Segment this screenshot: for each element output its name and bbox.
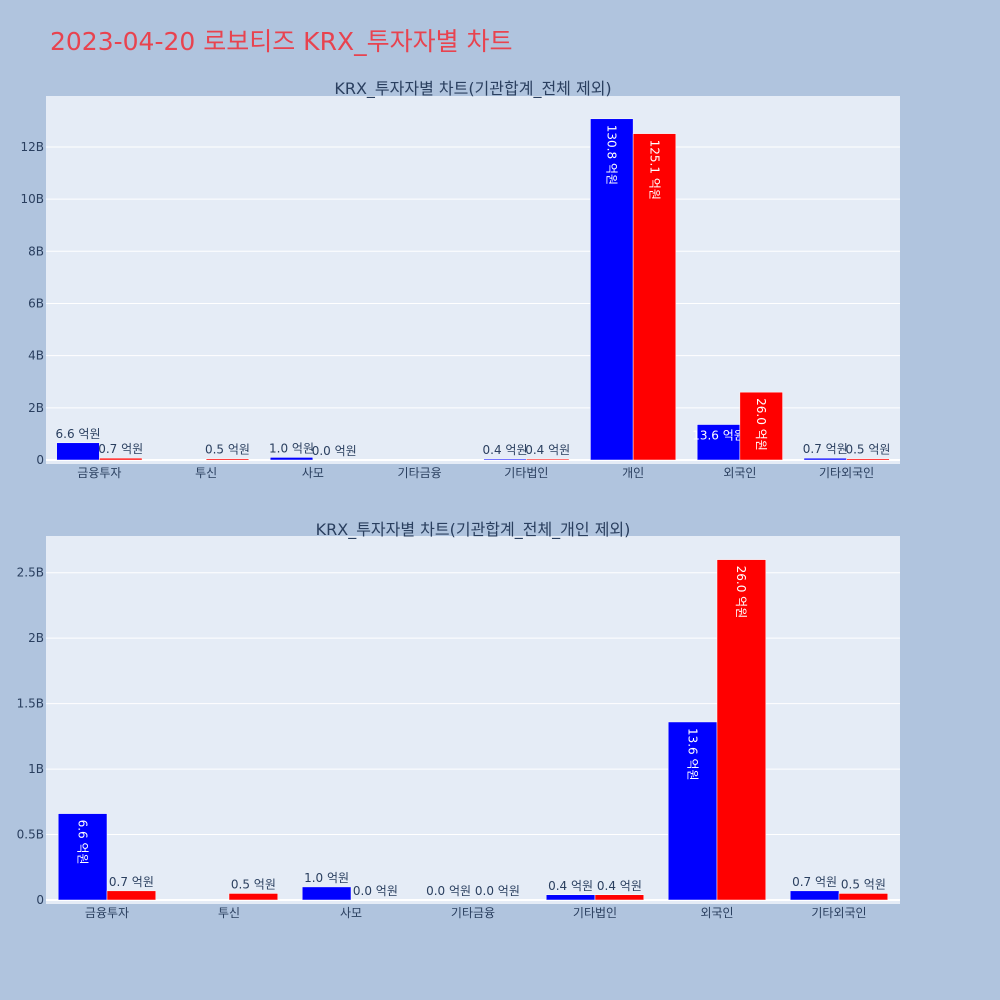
data-label: 0.7 억원	[109, 875, 154, 889]
x-tick-label: 투신	[195, 466, 217, 480]
data-label: 0.0 억원	[426, 884, 471, 898]
data-label: 0.5 억원	[231, 877, 276, 891]
data-label: 6.6 억원	[75, 820, 89, 865]
y-tick-label: 2B	[28, 631, 44, 645]
chart-title: KRX_투자자별 차트(기관합계_전체 제외)	[334, 79, 611, 99]
data-label: 130.8 억원	[605, 125, 619, 185]
sell-bar-외국인	[716, 559, 767, 901]
page-title: 2023-04-20 로보티즈 KRX_투자자별 차트	[50, 27, 513, 56]
data-label: 0.4 억원	[597, 879, 642, 893]
data-label: 0.7 억원	[98, 442, 143, 456]
y-tick-label: 8B	[28, 244, 44, 258]
data-label: 0.7 억원	[792, 875, 837, 889]
y-tick-label: 6B	[28, 296, 44, 310]
sell-bar-개인	[632, 133, 677, 461]
sell-bar-기타법인	[526, 458, 570, 461]
data-label: 13.6 억원	[692, 429, 745, 443]
buy-bar-사모	[269, 457, 314, 461]
data-label: 125.1 억원	[647, 140, 661, 200]
x-tick-label: 금융투자	[85, 906, 129, 920]
sell-bar-기타외국인	[846, 458, 890, 461]
buy-bar-사모	[301, 886, 352, 901]
data-label: 26.0 억원	[754, 398, 768, 451]
data-label: 0.0 억원	[475, 884, 520, 898]
sell-bar-투신	[205, 458, 250, 461]
x-tick-label: 외국인	[723, 466, 756, 480]
y-tick-label: 0	[36, 453, 44, 467]
buy-bar-외국인	[696, 424, 741, 461]
x-tick-label: 기타외국인	[819, 466, 874, 480]
sell-bar-금융투자	[106, 890, 157, 901]
buy-bar-기타외국인	[803, 457, 847, 461]
data-label: 6.6 억원	[56, 427, 101, 441]
x-tick-label: 외국인	[700, 906, 733, 920]
y-tick-label: 2B	[28, 401, 44, 415]
buy-bar-기타법인	[483, 458, 527, 461]
y-tick-label: 12B	[20, 140, 44, 154]
sell-bar-외국인	[739, 391, 783, 461]
data-label: 1.0 억원	[304, 871, 349, 885]
y-tick-label: 1B	[28, 762, 44, 776]
data-label: 0.5 억원	[845, 443, 890, 457]
x-tick-label: 금융투자	[77, 466, 121, 480]
plot-area	[46, 536, 900, 904]
data-label: 0.4 억원	[548, 879, 593, 893]
y-tick-label: 0	[36, 893, 44, 907]
x-tick-label: 기타법인	[504, 466, 548, 480]
y-tick-label: 1.5B	[17, 697, 44, 711]
x-tick-label: 투신	[218, 906, 240, 920]
data-label: 0.4 억원	[483, 443, 528, 457]
data-label: 0.7 억원	[803, 442, 848, 456]
x-tick-label: 기타금융	[451, 906, 495, 920]
data-label: 0.0 억원	[353, 884, 398, 898]
chart-2: 0 0.5B 1B 1.5B 2B 2.5B KRX_투자자별 차트(기관합계_전체_개인 …	[17, 520, 900, 920]
x-tick-label: 개인	[622, 466, 644, 480]
x-tick-label: 기타금융	[398, 466, 442, 480]
data-label: 0.0 억원	[312, 444, 357, 458]
x-tick-label: 사모	[302, 466, 324, 480]
buy-bar-기타외국인	[789, 890, 840, 901]
buy-bar-개인	[590, 118, 634, 461]
x-tick-label: 기타법인	[573, 906, 617, 920]
buy-bar-외국인	[667, 721, 718, 901]
chart-1: 0 2B 4B 6B 8B 10B 12B KRX_투자자별 차트(기관합계_전체 제외) 금융…	[20, 79, 900, 480]
y-tick-label: 2.5B	[17, 566, 44, 580]
buy-bar-금융투자	[56, 442, 100, 461]
data-label: 0.4 억원	[525, 443, 570, 457]
data-label: 0.5 억원	[841, 877, 886, 891]
buy-bar-기타법인	[545, 894, 596, 901]
sell-bar-기타외국인	[838, 893, 889, 901]
y-tick-label: 4B	[28, 349, 44, 363]
y-tick-label: 0.5B	[17, 828, 44, 842]
sell-bar-금융투자	[99, 457, 143, 461]
data-label: 26.0 억원	[734, 566, 748, 619]
x-tick-label: 사모	[340, 906, 362, 920]
data-label: 0.5 억원	[205, 443, 250, 457]
sell-bar-투신	[228, 893, 279, 901]
x-tick-label: 기타외국인	[811, 906, 866, 920]
sell-bar-기타법인	[594, 894, 645, 901]
data-label: 13.6 억원	[685, 728, 699, 781]
data-label: 1.0 억원	[269, 441, 314, 455]
y-tick-label: 10B	[20, 192, 44, 206]
buy-bar-금융투자	[57, 813, 108, 901]
chart-title: KRX_투자자별 차트(기관합계_전체_개인 제외)	[316, 520, 631, 540]
